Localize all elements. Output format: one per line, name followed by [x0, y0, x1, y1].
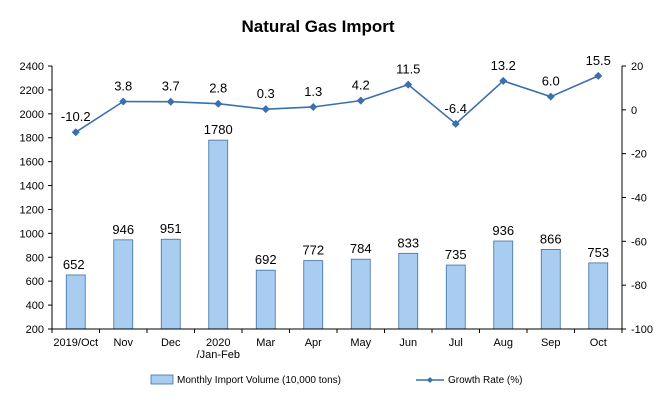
right-tick-label: -40 — [631, 193, 647, 205]
bar — [445, 264, 466, 330]
bar — [493, 240, 514, 330]
x-tick-label: Apr — [305, 337, 322, 349]
x-tick-label: May — [350, 337, 371, 349]
line-value-label: 3.7 — [162, 79, 180, 94]
right-tick-label: -80 — [631, 280, 647, 292]
bar-value-label: 692 — [255, 252, 277, 267]
bar-value-label: 833 — [397, 235, 419, 250]
line-point — [451, 119, 460, 128]
left-tick-label: 2000 — [20, 109, 44, 121]
line-value-label: 13.2 — [491, 58, 516, 73]
line-value-label: -10.2 — [61, 109, 91, 124]
bar — [303, 260, 324, 330]
line-value-label: 0.3 — [257, 86, 275, 101]
line-value-label: 11.5 — [396, 62, 420, 77]
bar — [540, 248, 561, 330]
left-tick-label: 1200 — [20, 204, 44, 216]
left-tick-label: 200 — [26, 324, 44, 336]
left-tick-label: 1000 — [20, 228, 44, 240]
line-value-label: 3.8 — [114, 79, 132, 94]
line-value-label: 15.5 — [586, 53, 611, 68]
line-point — [309, 102, 318, 111]
line-point — [356, 96, 365, 105]
x-tick-label: 2020/Jan-Feb — [197, 337, 240, 361]
left-tick-label: 600 — [26, 276, 44, 288]
left-tick-label: 1400 — [20, 181, 44, 193]
bar — [65, 274, 86, 330]
bar-value-label: 735 — [445, 247, 467, 262]
line-value-label: 4.2 — [352, 78, 370, 93]
bar — [255, 269, 276, 330]
line-point — [404, 80, 413, 89]
x-tick-label: Dec — [161, 337, 181, 349]
x-tick-label: Mar — [256, 337, 275, 349]
line-value-label: -6.4 — [445, 101, 467, 116]
right-axis-ticks: -100 -80 -60 -40 -20 0 20 — [622, 61, 653, 336]
line-value-label: 2.8 — [209, 81, 227, 96]
right-tick-label: -100 — [631, 324, 653, 336]
line-point — [546, 92, 555, 101]
bar-value-label: 936 — [492, 223, 514, 238]
x-tick-label: 2019/Oct — [53, 337, 98, 349]
left-tick-label: 1600 — [20, 157, 44, 169]
legend-swatch-marker — [427, 377, 433, 383]
bar-value-label: 946 — [112, 222, 134, 237]
bar-value-label: 753 — [587, 245, 609, 260]
x-tick-label: Nov — [113, 337, 133, 349]
bar-value-label: 866 — [540, 231, 562, 246]
bar — [398, 252, 419, 330]
line-point — [166, 97, 175, 106]
bar-value-label: 951 — [160, 221, 182, 236]
left-tick-label: 800 — [26, 252, 44, 264]
left-tick-label: 2400 — [20, 61, 44, 73]
x-tick-label: Aug — [493, 337, 513, 349]
right-tick-label: 20 — [631, 61, 643, 73]
axes — [51, 66, 623, 330]
bar-series — [65, 139, 609, 330]
line-point — [261, 105, 270, 114]
x-tick-label: Jun — [399, 337, 417, 349]
legend-label-bar: Monthly Import Volume (10,000 tons) — [177, 375, 341, 386]
x-tick-label: Jul — [449, 337, 463, 349]
line-point — [119, 97, 128, 106]
bar — [160, 238, 181, 330]
right-tick-label: -60 — [631, 236, 647, 248]
bar-value-label: 652 — [63, 257, 85, 272]
line-point — [594, 71, 603, 80]
data-labels: 652 946 951 1780 692 772 784 833 735 936 866 753 -10… — [61, 53, 611, 272]
left-tick-label: 2200 — [20, 85, 44, 97]
bar-value-label: 784 — [350, 241, 372, 256]
line-point — [71, 128, 80, 137]
line-value-label: 1.3 — [304, 84, 322, 99]
line-point — [499, 76, 508, 85]
legend-label-line: Growth Rate (%) — [448, 375, 522, 386]
x-tick-label: Oct — [590, 337, 607, 349]
x-axis-ticks: 2019/Oct Nov Dec 2020/Jan-Feb Mar Apr May Jun Ju… — [51, 329, 623, 361]
right-tick-label: 0 — [631, 105, 637, 117]
chart-title: Natural Gas Import — [241, 17, 394, 36]
line-series — [71, 71, 603, 137]
bar — [208, 139, 229, 330]
bar-value-label: 1780 — [204, 122, 233, 137]
left-tick-label: 1800 — [20, 133, 44, 145]
line-point — [214, 99, 223, 108]
bar — [588, 262, 609, 330]
legend: Monthly Import Volume (10,000 tons) Growt… — [150, 374, 522, 386]
left-tick-label: 400 — [26, 300, 44, 312]
right-tick-label: -20 — [631, 149, 647, 161]
growth-rate-line — [75, 75, 599, 133]
legend-swatch-bar — [150, 374, 174, 385]
left-axis-ticks: 200 400 600 800 1000 1200 1400 1600 1800 2000 2200… — [20, 61, 52, 336]
bar — [113, 239, 134, 330]
x-tick-label: Sep — [541, 337, 561, 349]
bar — [350, 258, 371, 330]
line-value-label: 6.0 — [542, 74, 560, 89]
bar-value-label: 772 — [302, 243, 324, 258]
